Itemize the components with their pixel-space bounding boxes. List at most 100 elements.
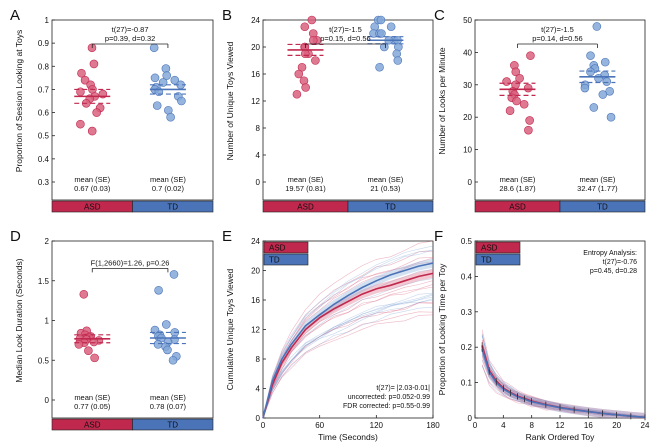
data-point — [505, 106, 515, 116]
y-tick-label: 0.6 — [38, 109, 50, 118]
data-point — [177, 96, 186, 106]
mean-se-value: 21 (0.53) — [370, 184, 401, 193]
panel-letter: A — [10, 7, 20, 24]
y-tick-label: 24 — [251, 16, 260, 25]
legend-swatch-td — [475, 253, 521, 266]
individual-trace — [262, 284, 434, 419]
y-tick-label: 0.5 — [38, 132, 50, 141]
legend-label: TD — [269, 256, 280, 265]
group-label-text: TD — [385, 203, 396, 212]
y-tick-label: 20 — [463, 113, 472, 122]
data-point — [600, 57, 610, 67]
y-axis-label: Proportion of Session Looking at Toys — [14, 30, 24, 173]
individual-trace — [262, 293, 434, 419]
individual-trace — [262, 296, 434, 419]
mean-se-value: 0.7 (0.02) — [152, 184, 185, 193]
individual-trace — [262, 314, 434, 417]
se-band — [263, 269, 433, 418]
data-point — [161, 320, 171, 329]
mean-se-value: 19.57 (0.81) — [285, 184, 326, 193]
data-point — [515, 74, 524, 83]
stat-text: t(27)=-1.5 — [329, 25, 362, 34]
data-point — [294, 69, 304, 79]
group-label-text: ASD — [84, 203, 101, 212]
axes-frame — [474, 19, 646, 201]
x-tick-label: 20 — [612, 421, 621, 430]
data-point — [170, 75, 180, 85]
annotation-text: t(27)=-0.76 — [603, 259, 638, 266]
mean-se-heading: mean (SE) — [367, 175, 403, 184]
data-point — [152, 101, 162, 110]
data-point — [89, 337, 99, 347]
individual-trace — [262, 298, 434, 418]
y-tick-label: 0.4 — [38, 155, 50, 164]
y-tick-label: 10 — [463, 146, 472, 155]
y-tick-label: 0.4 — [461, 272, 473, 281]
x-axis-label: Rank Ordered Toy — [526, 432, 596, 442]
group-label-text: ASD — [84, 421, 101, 430]
y-tick-label: 0 — [468, 178, 473, 187]
data-point — [512, 96, 521, 106]
data-point — [377, 29, 386, 38]
axes-frame — [51, 19, 214, 201]
stat-text: p=0.15, d=0.56 — [320, 34, 370, 43]
data-point — [168, 355, 178, 365]
x-tick-label: 120 — [370, 421, 384, 430]
x-tick-label: 0 — [473, 421, 478, 430]
individual-trace — [262, 294, 434, 419]
y-tick-label: 0.3 — [38, 178, 50, 187]
y-tick-label: 0.9 — [38, 39, 50, 48]
y-tick-label: 0.8 — [38, 62, 50, 71]
data-point — [300, 22, 310, 32]
data-point — [89, 59, 99, 69]
y-tick-label: 0 — [256, 178, 261, 187]
data-point — [154, 285, 163, 295]
group-label-text: TD — [597, 203, 608, 212]
y-tick-label: 1 — [45, 317, 50, 326]
group-label-text: ASD — [509, 203, 526, 212]
data-point — [511, 67, 521, 77]
y-tick-label: 0 — [45, 396, 50, 405]
y-tick-label: 16 — [251, 296, 260, 305]
panel-a: A 0.3 0.4 0.5 0.6 0.7 0.8 0.9 1 Proportion of Ses… — [10, 7, 214, 213]
y-tick-label: 12 — [251, 97, 260, 106]
y-tick-label: 2 — [45, 237, 50, 246]
data-point — [90, 353, 99, 363]
data-point — [524, 125, 533, 135]
group-label-text: ASD — [297, 203, 314, 212]
group-label-bar — [132, 200, 214, 213]
panel-e: E 0 4 8 12 16 20 24 Cumulative Unique Toys Viewe… — [222, 228, 440, 442]
mean-se-heading: mean (SE) — [150, 393, 186, 402]
data-point — [77, 68, 86, 78]
y-tick-label: 4 — [256, 385, 261, 394]
x-tick-label: 0 — [261, 421, 266, 430]
group-label-bar — [559, 200, 646, 213]
stat-text: p=0.14, d=0.56 — [532, 34, 582, 43]
x-tick-label: 16 — [584, 421, 593, 430]
data-point — [150, 73, 160, 83]
data-point — [74, 340, 84, 349]
y-tick-label: 8 — [256, 355, 261, 364]
individual-trace — [262, 286, 434, 417]
data-point — [80, 75, 90, 85]
data-point — [519, 99, 529, 109]
data-point — [92, 108, 101, 117]
axes-frame — [262, 19, 434, 201]
mean-se-heading: mean (SE) — [500, 175, 536, 184]
individual-trace — [481, 333, 646, 419]
individual-trace — [481, 360, 646, 418]
series-line-td — [481, 348, 646, 419]
mean-se-value: 0.77 (0.05) — [74, 402, 111, 411]
mean-se-value: 0.67 (0.03) — [74, 184, 111, 193]
y-tick-label: 0 — [468, 414, 473, 423]
data-point — [502, 77, 511, 86]
data-point — [592, 22, 602, 31]
y-axis-label: Median Look Duration (Seconds) — [14, 258, 24, 382]
legend-label: ASD — [269, 244, 286, 253]
stat-text: t(27)=-0.87 — [112, 25, 149, 34]
axes-frame — [51, 240, 214, 419]
y-tick-label: 1 — [45, 16, 50, 25]
mean-se-value: 0.78 (0.07) — [150, 402, 187, 411]
individual-trace — [262, 257, 434, 418]
